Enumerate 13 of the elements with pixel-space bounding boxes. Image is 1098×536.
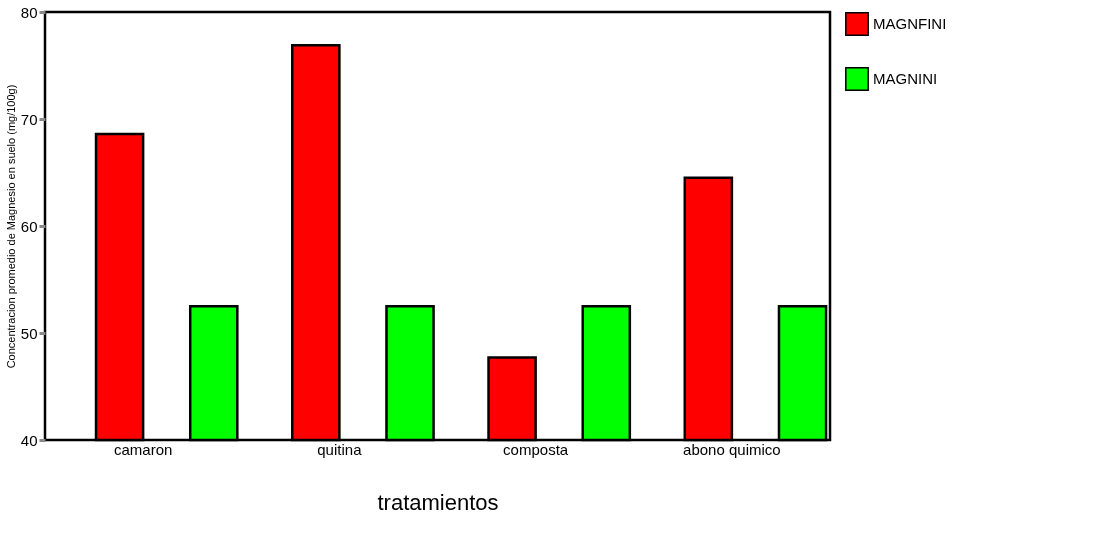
legend-label: MAGNFINI xyxy=(873,15,947,32)
y-axis-title: Concentracion promedio de Magnesio en suelo (mg/100g) xyxy=(4,84,17,369)
y-tick-label: 80 xyxy=(20,3,38,21)
y-tick-label: 40 xyxy=(20,431,38,449)
y-tick-label: 70 xyxy=(20,110,38,128)
x-tick-label: quitina xyxy=(317,440,363,458)
x-tick-label: composta xyxy=(503,440,569,458)
legend-label: MAGNINI xyxy=(873,70,938,87)
y-tick-label: 60 xyxy=(20,217,38,235)
y-tick-label: 50 xyxy=(20,324,38,342)
x-tick-label: camaron xyxy=(113,440,173,458)
x-tick-label: abono quimico xyxy=(683,440,781,458)
x-axis-title: tratamientos xyxy=(377,489,499,515)
